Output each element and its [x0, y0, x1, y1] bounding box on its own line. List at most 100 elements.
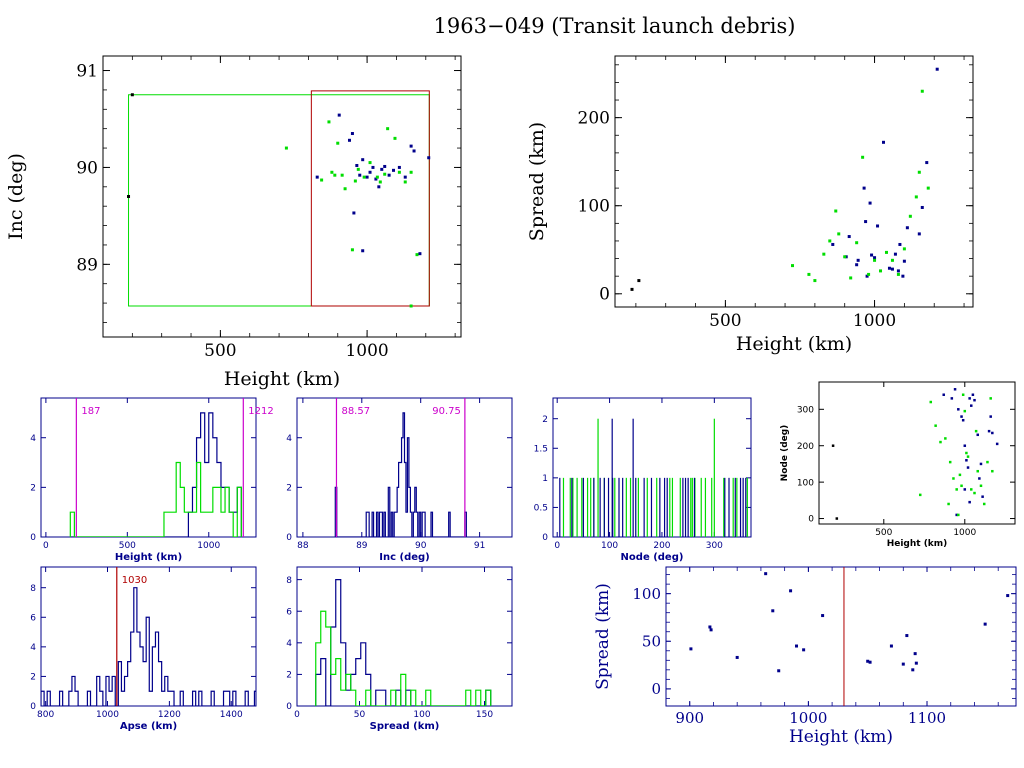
scatter-point [947, 502, 950, 506]
scatter-point [887, 266, 891, 270]
panel-node-vs-height: 500 1000 0 100 200 300 Height (km) Node (deg) [780, 381, 1016, 549]
scatter-point [934, 424, 937, 427]
range-box [128, 94, 430, 307]
scatter-point [130, 93, 134, 97]
y-tick-label: 0 [286, 702, 292, 712]
scatter-point [957, 513, 960, 517]
scatter-point [978, 477, 981, 480]
x-axis-label: Inc (deg) [379, 552, 430, 563]
scatter-point [961, 393, 965, 396]
x-tick-label: 150 [476, 710, 493, 720]
histogram-series [41, 587, 256, 706]
x-tick-label: 500 [875, 528, 892, 538]
x-tick-label: 1000 [96, 710, 119, 720]
scatter-point [987, 429, 991, 433]
y-tick-label: 4 [286, 639, 292, 649]
scatter-point [352, 211, 356, 215]
plot-frame [818, 381, 1016, 525]
scatter-point [849, 276, 853, 280]
x-axis-label: Height (km) [789, 727, 893, 747]
scatter-point [777, 669, 781, 673]
panel-spread-vs-height-zoom: 900 1000 1100 0 50 100 Height (km) Spread (km) [593, 566, 1017, 747]
scatter-point [893, 252, 897, 256]
scatter-point [327, 120, 331, 124]
scatter-point [393, 136, 397, 140]
scatter-point [914, 195, 918, 199]
scatter-point [966, 455, 970, 458]
scatter-point [864, 220, 868, 224]
scatter-point [127, 195, 131, 198]
plot-frame [665, 566, 1017, 707]
scatter-point [986, 460, 989, 464]
scatter-point [427, 156, 431, 160]
scatter-point [926, 186, 930, 190]
x-tick-label: 0 [294, 710, 300, 720]
x-tick-label: 1100 [908, 709, 946, 727]
scatter-point [898, 242, 902, 246]
scatter-point [789, 589, 793, 593]
scatter-point [971, 393, 975, 396]
x-tick-label: 300 [706, 541, 723, 551]
scatter-point [963, 444, 967, 447]
scatter-point [637, 279, 641, 283]
scatter-point [831, 242, 835, 246]
scatter-point [889, 644, 893, 648]
scatter-point [908, 214, 912, 218]
x-tick-label: 1000 [789, 709, 827, 727]
scatter-point [982, 502, 986, 506]
scatter-point [920, 205, 924, 209]
y-tick-label: 0 [30, 702, 36, 712]
x-tick-label: 500 [709, 311, 741, 331]
y-tick-label: 1.5 [534, 444, 548, 454]
scatter-point [963, 409, 967, 413]
y-tick-label: 6 [286, 607, 292, 617]
x-tick-label: 0 [43, 541, 49, 551]
scatter-point [966, 466, 970, 469]
scatter-point [981, 495, 984, 498]
scatter-point [983, 622, 987, 626]
scatter-point [383, 164, 387, 168]
scatter-point [865, 274, 869, 278]
x-tick-label: 1000 [197, 541, 220, 551]
x-tick-label: 91 [474, 541, 485, 551]
scatter-point [950, 397, 954, 400]
y-tick-label: 4 [30, 643, 36, 653]
scatter-point [347, 138, 351, 142]
scatter-point [973, 398, 976, 402]
y-tick-label: 0 [651, 680, 661, 698]
y-axis-label: Spread (km) [593, 583, 613, 690]
x-axis-label: Node (deg) [621, 552, 684, 563]
scatter-point [835, 517, 839, 520]
scatter-point [337, 113, 341, 117]
scatter-point [708, 625, 712, 629]
scatter-point [905, 634, 909, 638]
x-axis-label: Height (km) [736, 333, 852, 355]
scatter-point [917, 170, 921, 174]
y-axis-label: Inc (deg) [5, 153, 27, 240]
panel-hist-inc: 88 89 90 91 0 2 4 Inc (deg) 88.57 90.75 [286, 397, 513, 563]
scatter-point [901, 662, 905, 666]
scatter-point [866, 659, 870, 663]
scatter-point [989, 397, 992, 400]
x-tick-label: 900 [675, 709, 704, 727]
x-axis-label: Apse (km) [120, 721, 177, 732]
x-tick-label: 100 [413, 710, 430, 720]
scatter-point [403, 180, 407, 184]
scatter-point [965, 451, 968, 455]
scatter-point [412, 149, 416, 153]
y-tick-label: 4 [30, 434, 36, 444]
y-tick-label: 100 [578, 197, 610, 217]
scatter-point [855, 241, 859, 245]
scatter-point [375, 175, 379, 179]
scatter-point [960, 415, 963, 418]
y-tick-label: 4 [286, 434, 292, 444]
scatter-point [709, 628, 713, 632]
scatter-point [901, 274, 905, 278]
scatter-point [368, 161, 372, 165]
y-axis-label: Node (deg) [780, 425, 790, 482]
scatter-point [913, 652, 917, 656]
marker-label: 1212 [248, 406, 273, 417]
y-tick-label: 100 [632, 585, 661, 603]
scatter-point [764, 572, 768, 576]
